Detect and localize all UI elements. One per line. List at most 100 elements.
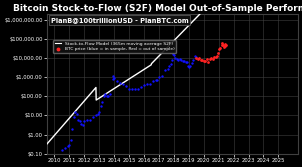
Point: [136, 88, 140, 90]
Point: [191, 58, 196, 61]
Point: [127, 87, 131, 90]
Point: [142, 83, 146, 86]
Point: [85, 119, 90, 122]
Point: [67, 143, 72, 146]
Text: PlanB@100trillionUSD - PlanBTC.com: PlanB@100trillionUSD - PlanBTC.com: [51, 17, 188, 23]
Point: [177, 57, 182, 60]
Point: [112, 77, 117, 79]
Point: [91, 116, 95, 119]
Point: [68, 139, 73, 142]
Point: [156, 76, 161, 78]
Point: [98, 105, 103, 108]
Point: [221, 44, 226, 46]
Point: [80, 124, 85, 127]
Point: [71, 116, 76, 119]
Legend: Stock-to-Flow Model (365m moving average S2F), BTC price (blue = in sample, Red : Stock-to-Flow Model (365m moving average…: [53, 40, 176, 53]
Point: [188, 64, 193, 67]
Point: [111, 74, 116, 77]
Point: [153, 79, 158, 81]
Point: [120, 82, 125, 85]
Point: [221, 46, 226, 48]
Point: [186, 64, 191, 67]
Point: [79, 123, 84, 125]
Point: [73, 111, 78, 113]
Point: [222, 45, 227, 48]
Point: [130, 88, 134, 91]
Point: [223, 42, 228, 45]
Point: [206, 60, 210, 63]
Point: [183, 60, 188, 63]
Point: [88, 118, 93, 121]
Point: [74, 113, 79, 115]
Point: [65, 145, 70, 147]
Point: [215, 54, 220, 57]
Point: [133, 87, 137, 90]
Point: [197, 56, 202, 59]
Point: [62, 147, 67, 149]
Point: [106, 95, 111, 98]
Point: [182, 59, 187, 62]
Point: [53, 158, 58, 161]
Point: [185, 60, 190, 63]
Point: [203, 59, 207, 62]
Point: [77, 120, 82, 122]
Point: [124, 85, 128, 87]
Point: [170, 58, 175, 61]
Point: [169, 62, 173, 65]
Point: [216, 52, 220, 54]
Point: [59, 149, 64, 152]
Point: [207, 58, 212, 61]
Point: [219, 43, 224, 46]
Point: [167, 64, 172, 67]
Point: [192, 55, 197, 58]
Point: [209, 57, 214, 60]
Point: [159, 74, 164, 77]
Point: [82, 120, 87, 122]
Point: [174, 57, 179, 60]
Point: [173, 57, 178, 59]
Point: [56, 154, 61, 157]
Point: [76, 118, 81, 121]
Point: [204, 57, 209, 60]
Point: [180, 60, 185, 62]
Point: [117, 81, 122, 84]
Point: [162, 68, 167, 71]
Point: [216, 48, 221, 50]
Point: [194, 56, 199, 58]
Point: [201, 60, 206, 62]
Point: [224, 44, 229, 47]
Point: [195, 57, 200, 60]
Point: [97, 111, 101, 113]
Point: [210, 57, 215, 60]
Point: [212, 56, 217, 58]
Point: [110, 78, 115, 80]
Point: [179, 59, 184, 62]
Point: [198, 58, 203, 61]
Point: [165, 67, 170, 70]
Point: [171, 53, 175, 55]
Point: [147, 82, 152, 85]
Point: [220, 42, 225, 45]
Point: [100, 101, 104, 103]
Point: [155, 78, 160, 81]
Point: [115, 80, 120, 83]
Point: [139, 85, 143, 88]
Point: [186, 65, 191, 68]
Point: [107, 93, 112, 95]
Point: [176, 58, 181, 61]
Point: [172, 54, 176, 56]
Point: [150, 79, 155, 82]
Point: [189, 62, 194, 64]
Point: [213, 55, 218, 58]
Point: [218, 46, 223, 49]
Point: [194, 57, 199, 59]
Point: [95, 113, 100, 115]
Point: [145, 83, 149, 86]
Point: [200, 59, 205, 62]
Point: [101, 95, 106, 98]
Point: [104, 95, 109, 98]
Point: [70, 127, 75, 130]
Point: [103, 93, 108, 95]
Point: [94, 114, 98, 117]
Title: Bitcoin Stock-to-Flow (S2F) Model Out-of-Sample Performance: Bitcoin Stock-to-Flow (S2F) Model Out-of…: [13, 4, 302, 13]
